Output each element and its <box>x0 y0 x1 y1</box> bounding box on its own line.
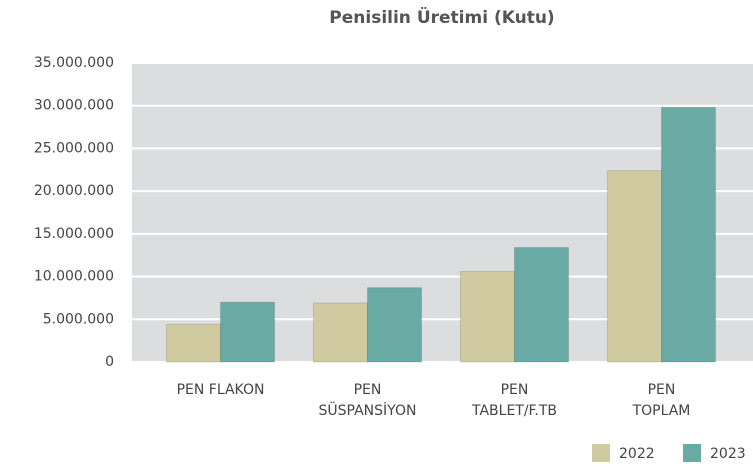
y-tick-label: 35.000.000 <box>34 55 114 71</box>
x-tick-line: PEN FLAKON <box>177 382 265 398</box>
bar <box>313 302 368 363</box>
chart-title: Penisilin Üretimi (Kutu) <box>329 6 554 28</box>
bar <box>661 106 716 363</box>
y-tick-label: 0 <box>105 354 114 370</box>
legend-label: 2022 <box>619 446 655 462</box>
x-tick-line: PEN <box>501 382 529 398</box>
legend-label: 2023 <box>710 446 746 462</box>
x-tick-line: PEN <box>354 382 382 398</box>
x-tick-line: SÜSPANSİYON <box>319 401 417 419</box>
legend-swatch <box>683 444 701 462</box>
y-tick-label: 10.000.000 <box>34 269 114 285</box>
y-tick-label: 15.000.000 <box>34 226 114 242</box>
x-tick-label: PEN TOPLAM <box>632 382 691 419</box>
bar <box>607 170 662 363</box>
x-tick-line: PEN <box>648 382 676 398</box>
y-tick-label: 30.000.000 <box>34 98 114 114</box>
legend-swatch <box>592 444 610 462</box>
bar <box>514 247 569 363</box>
bar <box>460 270 515 363</box>
x-tick-line: TOPLAM <box>632 403 691 419</box>
x-tick-label: PEN SÜSPANSİYON <box>319 382 417 419</box>
y-tick-label: 25.000.000 <box>34 140 114 156</box>
bar <box>367 287 422 363</box>
x-tick-label: PEN FLAKON <box>177 382 265 398</box>
x-tick-line: TABLET/F.TB <box>471 403 557 419</box>
bar <box>166 323 221 363</box>
y-tick-label: 20.000.000 <box>34 183 114 199</box>
y-tick-label: 5.000.000 <box>43 311 114 327</box>
bar <box>220 301 275 363</box>
x-tick-label: PEN TABLET/F.TB <box>471 382 557 419</box>
